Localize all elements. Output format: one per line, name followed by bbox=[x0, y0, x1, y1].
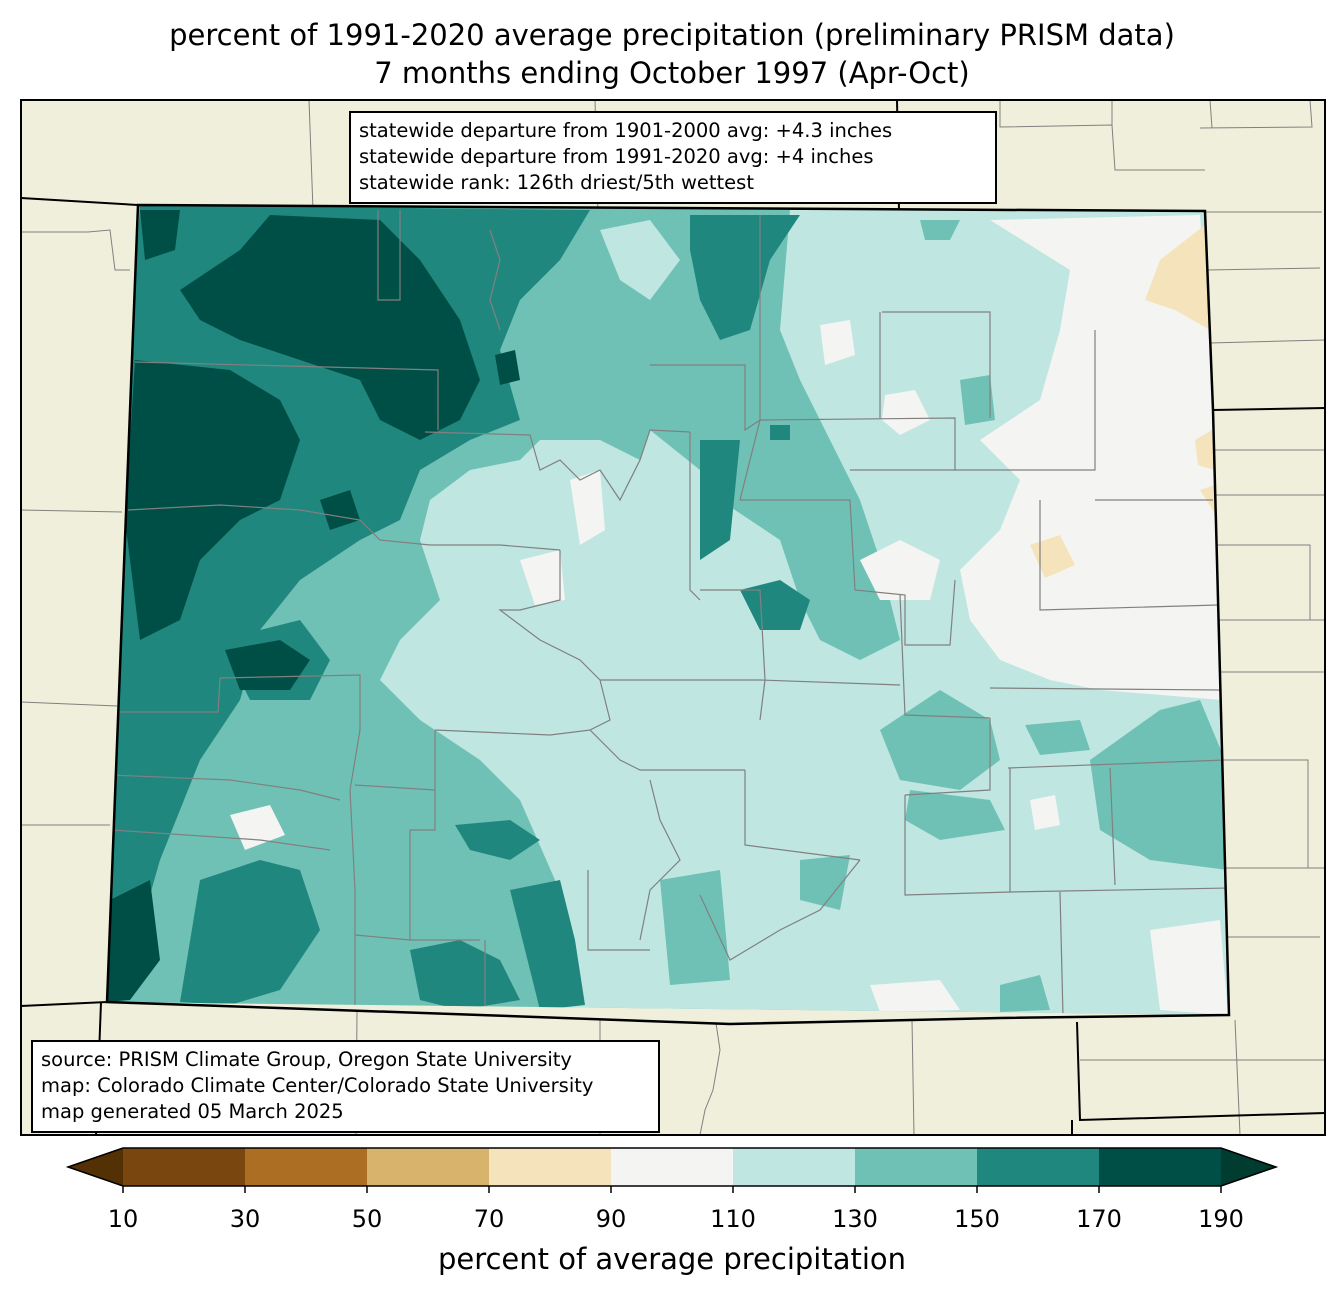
colorado-state-border bbox=[105, 203, 1231, 1026]
colorbar-tick-label: 70 bbox=[473, 1205, 505, 1233]
colorbar-under-arrow bbox=[68, 1148, 123, 1186]
colorbar-bin bbox=[977, 1148, 1100, 1186]
colorbar-tick-label: 110 bbox=[710, 1205, 756, 1233]
colorbar-over-arrow bbox=[1221, 1148, 1276, 1186]
colorbar-tick-label: 30 bbox=[229, 1205, 261, 1233]
map-title-line1: percent of 1991-2020 average precipitati… bbox=[169, 18, 1175, 52]
stats-rank: statewide rank: 126th driest/5th wettest bbox=[359, 171, 754, 194]
source-generated-date: map generated 05 March 2025 bbox=[41, 1100, 344, 1123]
colorbar-bin bbox=[1099, 1148, 1222, 1186]
source-map-credit: map: Colorado Climate Center/Colorado St… bbox=[41, 1074, 594, 1097]
colorbar bbox=[65, 1147, 1279, 1193]
colorbar-bin bbox=[855, 1148, 978, 1186]
colorbar-tick-label: 150 bbox=[954, 1205, 1000, 1233]
colorbar-bin bbox=[489, 1148, 612, 1186]
colorbar-label: percent of average precipitation bbox=[437, 1242, 907, 1276]
source-prism: source: PRISM Climate Group, Oregon Stat… bbox=[41, 1048, 572, 1071]
colorado-precipitation-field bbox=[107, 205, 1229, 1015]
colorbar-bin bbox=[367, 1148, 490, 1186]
colorbar-tick-label: 50 bbox=[351, 1205, 383, 1233]
colorbar-bin bbox=[245, 1148, 368, 1186]
map-title-line2: 7 months ending October 1997 (Apr-Oct) bbox=[374, 56, 970, 90]
map-frame bbox=[20, 99, 1326, 1136]
stats-departure-1901-2000: statewide departure from 1901-2000 avg: … bbox=[359, 119, 893, 142]
colorbar-tick-label: 170 bbox=[1076, 1205, 1122, 1233]
colorbar-tick-label: 10 bbox=[107, 1205, 139, 1233]
colorbar-tick-label: 130 bbox=[832, 1205, 878, 1233]
colorbar-bin bbox=[123, 1148, 246, 1186]
colorbar-bin bbox=[611, 1148, 734, 1186]
colorbar-tick-label: 90 bbox=[595, 1205, 627, 1233]
source-credits-box: source: PRISM Climate Group, Oregon Stat… bbox=[31, 1040, 660, 1133]
statewide-stats-box: statewide departure from 1901-2000 avg: … bbox=[349, 111, 997, 204]
stats-departure-1991-2020: statewide departure from 1991-2020 avg: … bbox=[359, 145, 874, 168]
colorbar-bin bbox=[733, 1148, 856, 1186]
colorbar-tick-label: 190 bbox=[1198, 1205, 1244, 1233]
colorado-county-lines bbox=[109, 210, 1229, 1015]
